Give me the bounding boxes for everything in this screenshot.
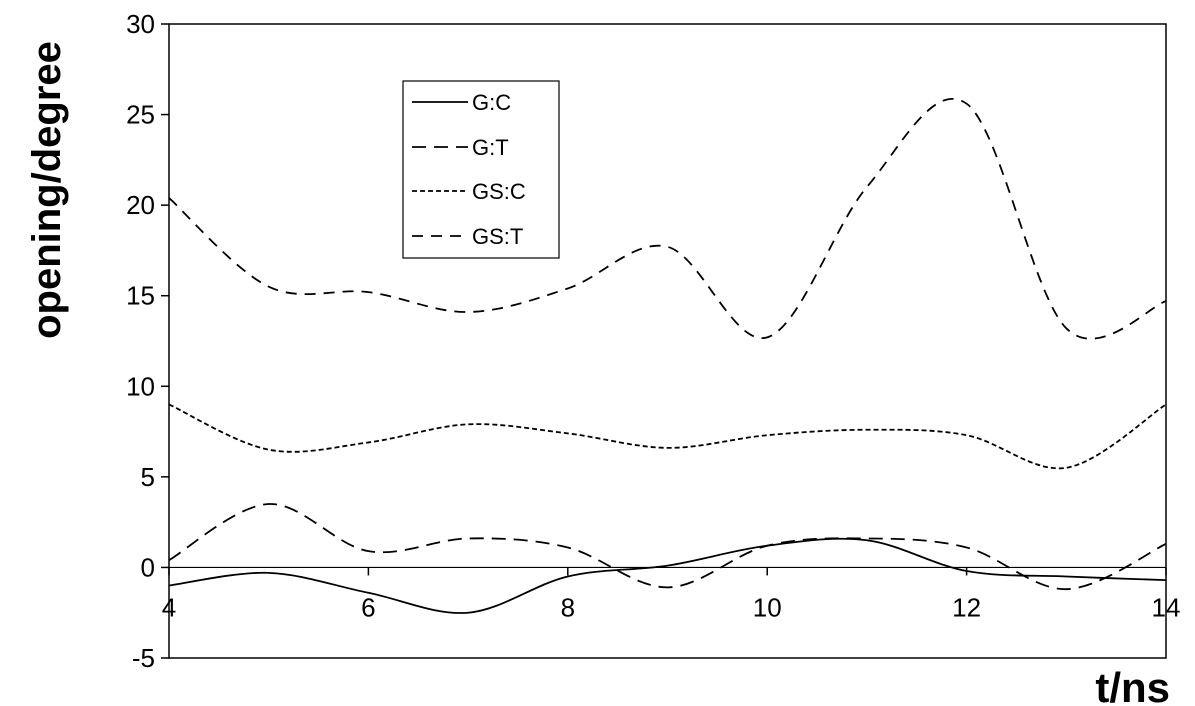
y-axis-ticks: -5 0 5 10 15 20 25 30: [126, 9, 169, 673]
series-line-gs-c: [168, 403, 1167, 470]
series-line-g-t: [168, 503, 1167, 591]
legend-label: G:C: [472, 90, 511, 115]
series-line-g-c: [168, 537, 1167, 614]
x-tick-label: 14: [1152, 592, 1181, 622]
y-tick-label: 0: [141, 552, 155, 582]
y-tick-label: 20: [126, 190, 155, 220]
x-axis-ticks: 4 6 8 10 12 14: [162, 567, 1181, 622]
series-lines: [168, 97, 1167, 614]
legend-label: GS:C: [472, 179, 526, 204]
y-axis-label: opening/degree: [25, 41, 69, 339]
x-tick-label: 8: [561, 592, 575, 622]
x-tick-label: 4: [162, 592, 176, 622]
plot-area: [168, 23, 1167, 659]
legend-box: [402, 80, 560, 259]
legend-label: GS:T: [472, 224, 523, 249]
y-tick-label: 5: [141, 462, 155, 492]
x-axis-label: t/ns: [1095, 664, 1170, 706]
x-tick-label: 12: [952, 592, 981, 622]
x-tick-label: 10: [753, 592, 782, 622]
legend-label: G:T: [472, 135, 509, 160]
y-tick-label: 25: [126, 100, 155, 130]
series-line-gs-t: [168, 97, 1167, 340]
y-tick-label: 15: [126, 281, 155, 311]
y-tick-label: 10: [126, 371, 155, 401]
x-tick-label: 6: [361, 592, 375, 622]
legend: G:C G:T GS:C GS:T: [402, 80, 560, 259]
y-tick-label: -5: [132, 643, 155, 673]
y-tick-label: 30: [126, 9, 155, 39]
